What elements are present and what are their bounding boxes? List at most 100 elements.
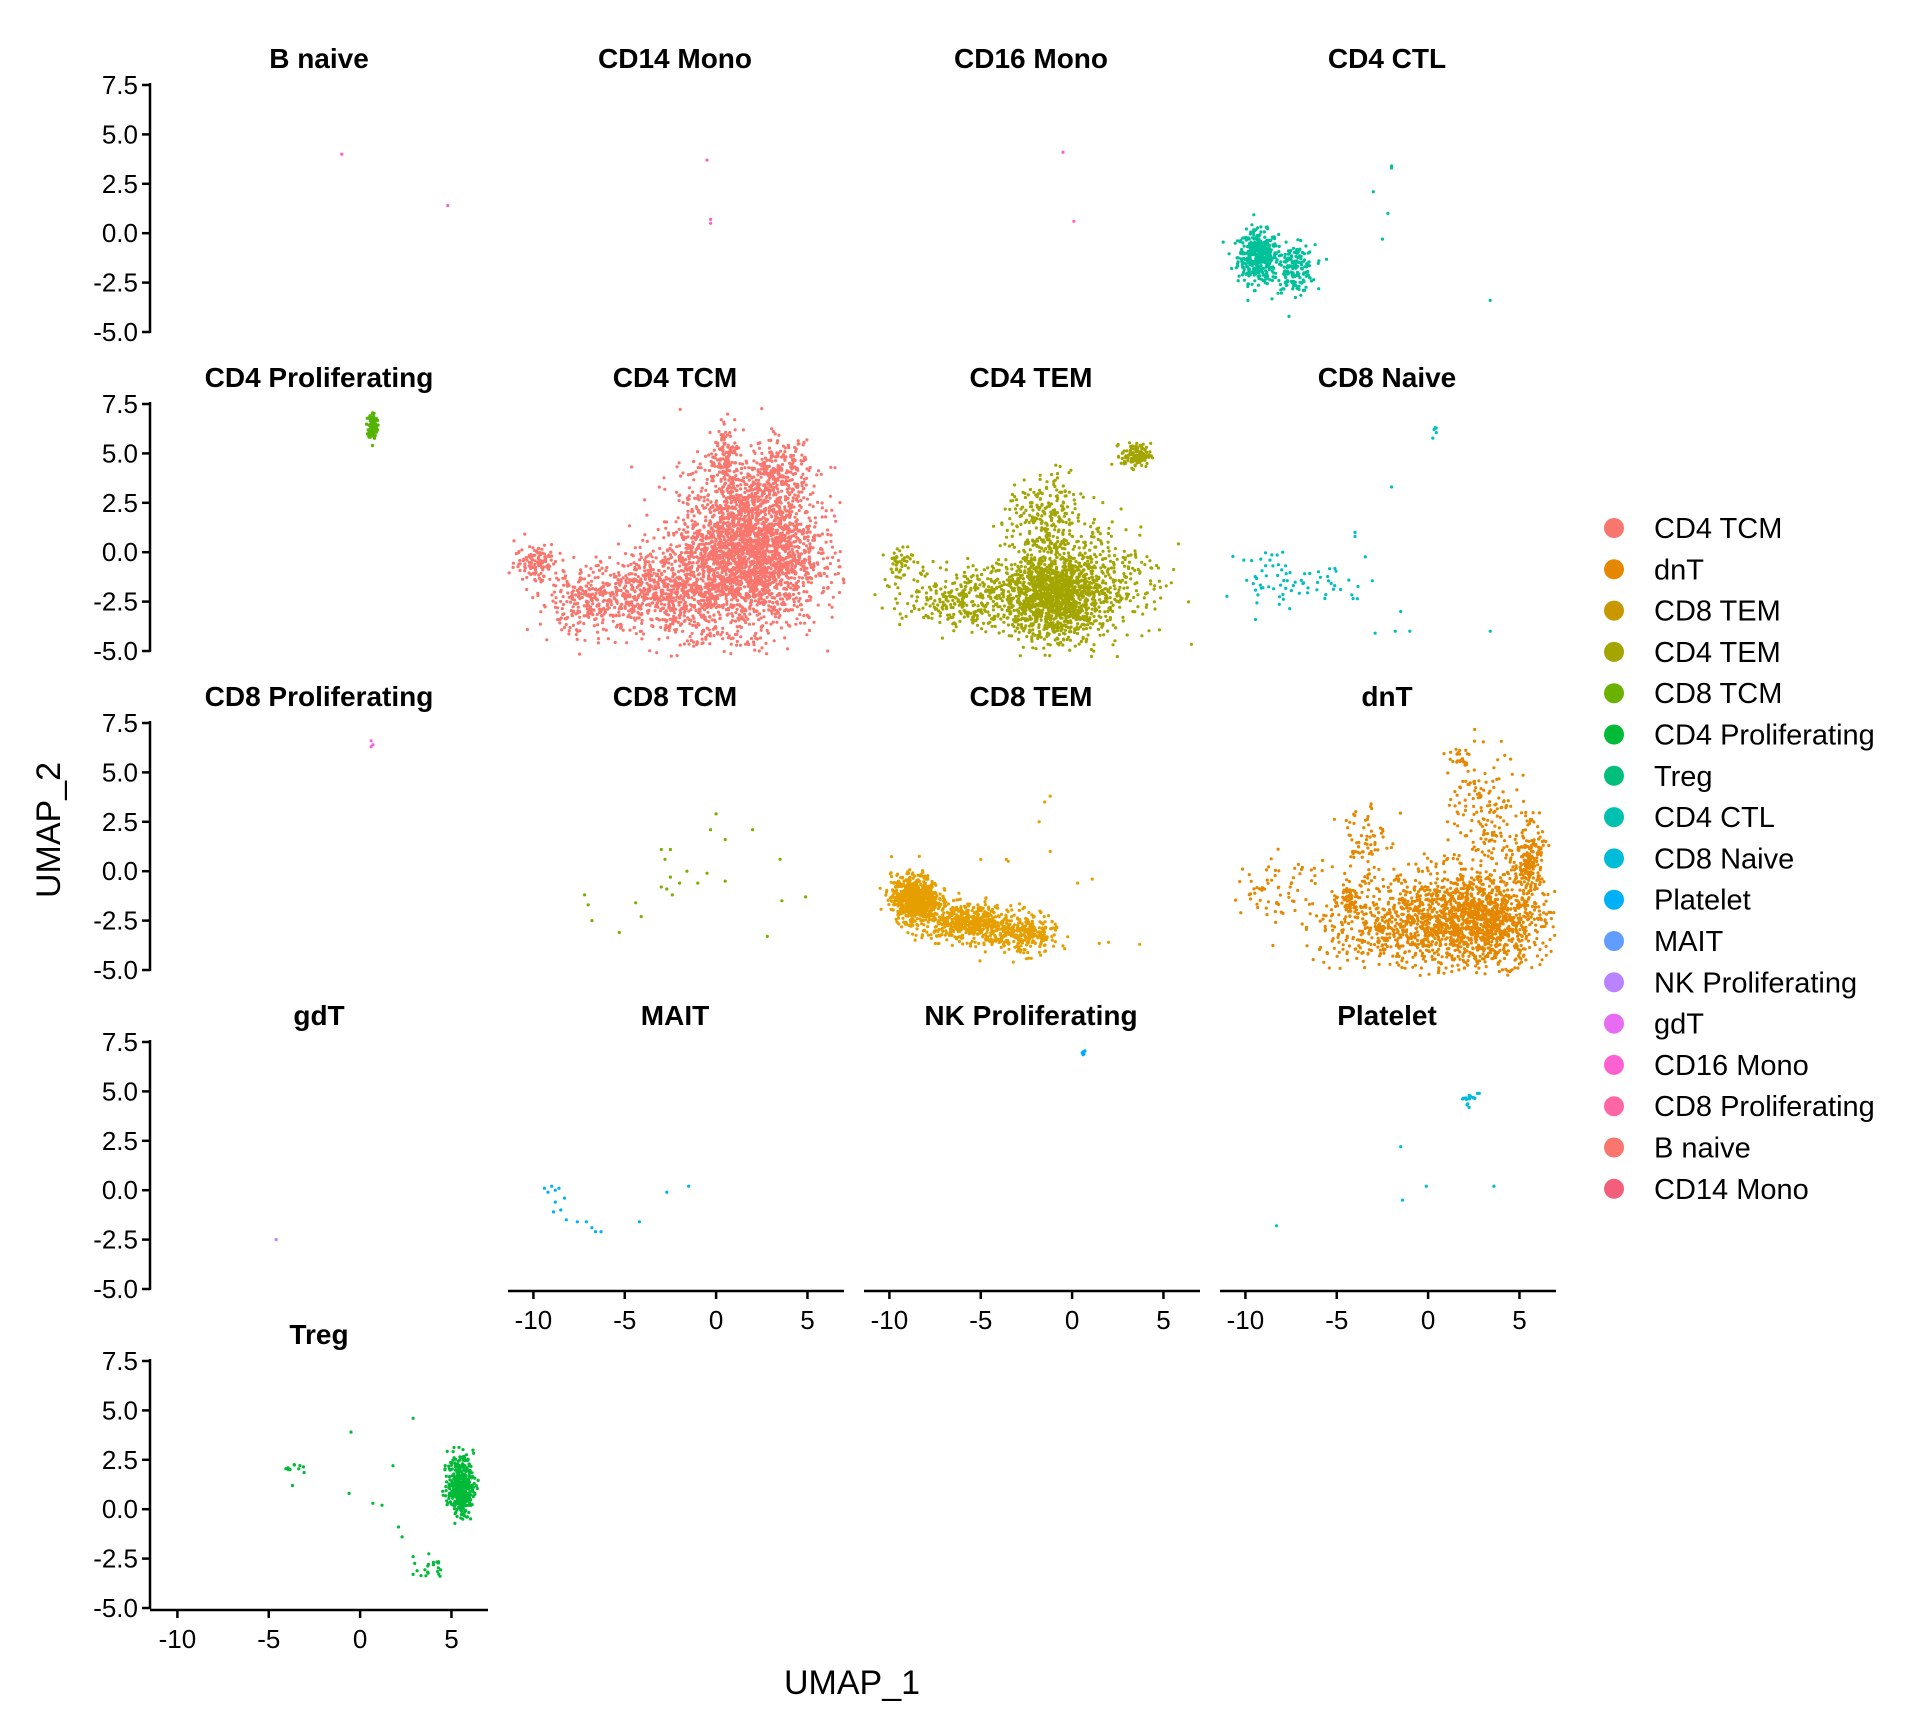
- scatter-point: [808, 542, 812, 546]
- scatter-point: [668, 617, 672, 621]
- scatter-point: [729, 511, 733, 515]
- scatter-point: [712, 562, 716, 566]
- scatter-point: [667, 624, 671, 629]
- scatter-point: [648, 552, 653, 556]
- scatter-point: [567, 629, 571, 633]
- scatter-point: [749, 444, 753, 448]
- scatter-point: [601, 618, 605, 622]
- scatter-point: [770, 515, 774, 519]
- scatter-point: [770, 581, 775, 585]
- scatter-point: [370, 432, 374, 436]
- scatter-point: [372, 436, 377, 440]
- scatter-point: [1282, 265, 1286, 269]
- scatter-point: [518, 568, 522, 573]
- scatter-point: [751, 640, 756, 644]
- scatter-point: [674, 590, 679, 594]
- scatter-point: [791, 458, 795, 462]
- scatter-point: [785, 597, 789, 601]
- scatter-point: [1246, 249, 1250, 253]
- scatter-point: [729, 637, 733, 641]
- scatter-point: [712, 455, 716, 459]
- scatter-point: [679, 600, 683, 604]
- scatter-point: [764, 464, 769, 469]
- scatter-point: [735, 643, 739, 647]
- scatter-point: [826, 556, 830, 560]
- scatter-point: [696, 599, 700, 604]
- scatter-point: [666, 588, 670, 592]
- scatter-point: [786, 475, 790, 479]
- scatter-point: [1250, 223, 1254, 227]
- scatter-point: [648, 578, 652, 583]
- scatter-point: [751, 622, 756, 626]
- scatter-point: [762, 609, 766, 613]
- scatter-point: [747, 622, 752, 626]
- scatter-point: [1259, 253, 1264, 258]
- scatter-point: [758, 636, 763, 640]
- scatter-point: [669, 543, 673, 547]
- scatter-point: [637, 564, 641, 568]
- scatter-point: [1252, 213, 1256, 217]
- scatter-point: [690, 596, 694, 600]
- scatter-point: [634, 568, 639, 572]
- scatter-point: [736, 590, 741, 594]
- scatter-point: [786, 479, 790, 483]
- scatter-point: [1274, 252, 1278, 256]
- scatter-point: [613, 605, 617, 610]
- scatter-point: [571, 623, 576, 628]
- scatter-point: [718, 617, 722, 621]
- scatter-point: [829, 539, 833, 544]
- scatter-point: [720, 588, 724, 592]
- scatter-point: [539, 610, 543, 614]
- scatter-point: [763, 512, 768, 517]
- scatter-point: [775, 510, 779, 514]
- scatter-point: [529, 572, 533, 577]
- scatter-point: [757, 649, 761, 653]
- scatter-point: [677, 527, 681, 531]
- scatter-point: [549, 542, 554, 547]
- scatter-point: [751, 607, 756, 611]
- scatter-point: [730, 543, 734, 547]
- scatter-point: [1281, 287, 1285, 291]
- scatter-point: [786, 501, 791, 505]
- scatter-point: [769, 450, 773, 454]
- scatter-point: [1265, 282, 1269, 286]
- scatter-point: [704, 537, 708, 541]
- scatter-point: [811, 568, 816, 572]
- scatter-point: [721, 526, 725, 531]
- scatter-point: [724, 555, 729, 559]
- scatter-point: [549, 558, 553, 562]
- scatter-point: [798, 529, 803, 534]
- scatter-point: [749, 636, 754, 641]
- scatter-point: [628, 578, 632, 582]
- scatter-point: [792, 588, 796, 592]
- scatter-point: [743, 555, 747, 559]
- scatter-point: [727, 469, 731, 473]
- scatter-point: [588, 605, 593, 609]
- scatter-point: [678, 564, 682, 568]
- scatter-point: [649, 584, 654, 589]
- scatter-point: [677, 603, 681, 607]
- scatter-point: [724, 568, 728, 572]
- scatter-point: [781, 444, 786, 448]
- scatter-point: [542, 559, 546, 563]
- scatter-point: [708, 430, 712, 435]
- scatter-point: [1235, 256, 1239, 260]
- scatter-point: [743, 486, 747, 490]
- scatter-point: [735, 545, 739, 549]
- scatter-point: [747, 568, 751, 572]
- scatter-point: [777, 616, 781, 620]
- scatter-point: [788, 536, 793, 541]
- scatter-point: [1258, 233, 1262, 237]
- scatter-point: [724, 579, 728, 583]
- scatter-point: [760, 542, 764, 546]
- scatter-point: [722, 558, 726, 562]
- scatter-point: [1279, 253, 1283, 257]
- scatter-point: [740, 615, 744, 619]
- scatter-point: [366, 428, 370, 432]
- scatter-point: [721, 566, 725, 571]
- scatter-point: [758, 488, 763, 492]
- scatter-point: [796, 522, 800, 527]
- scatter-point: [619, 589, 623, 593]
- scatter-point: [770, 427, 774, 431]
- scatter-point: [726, 557, 731, 562]
